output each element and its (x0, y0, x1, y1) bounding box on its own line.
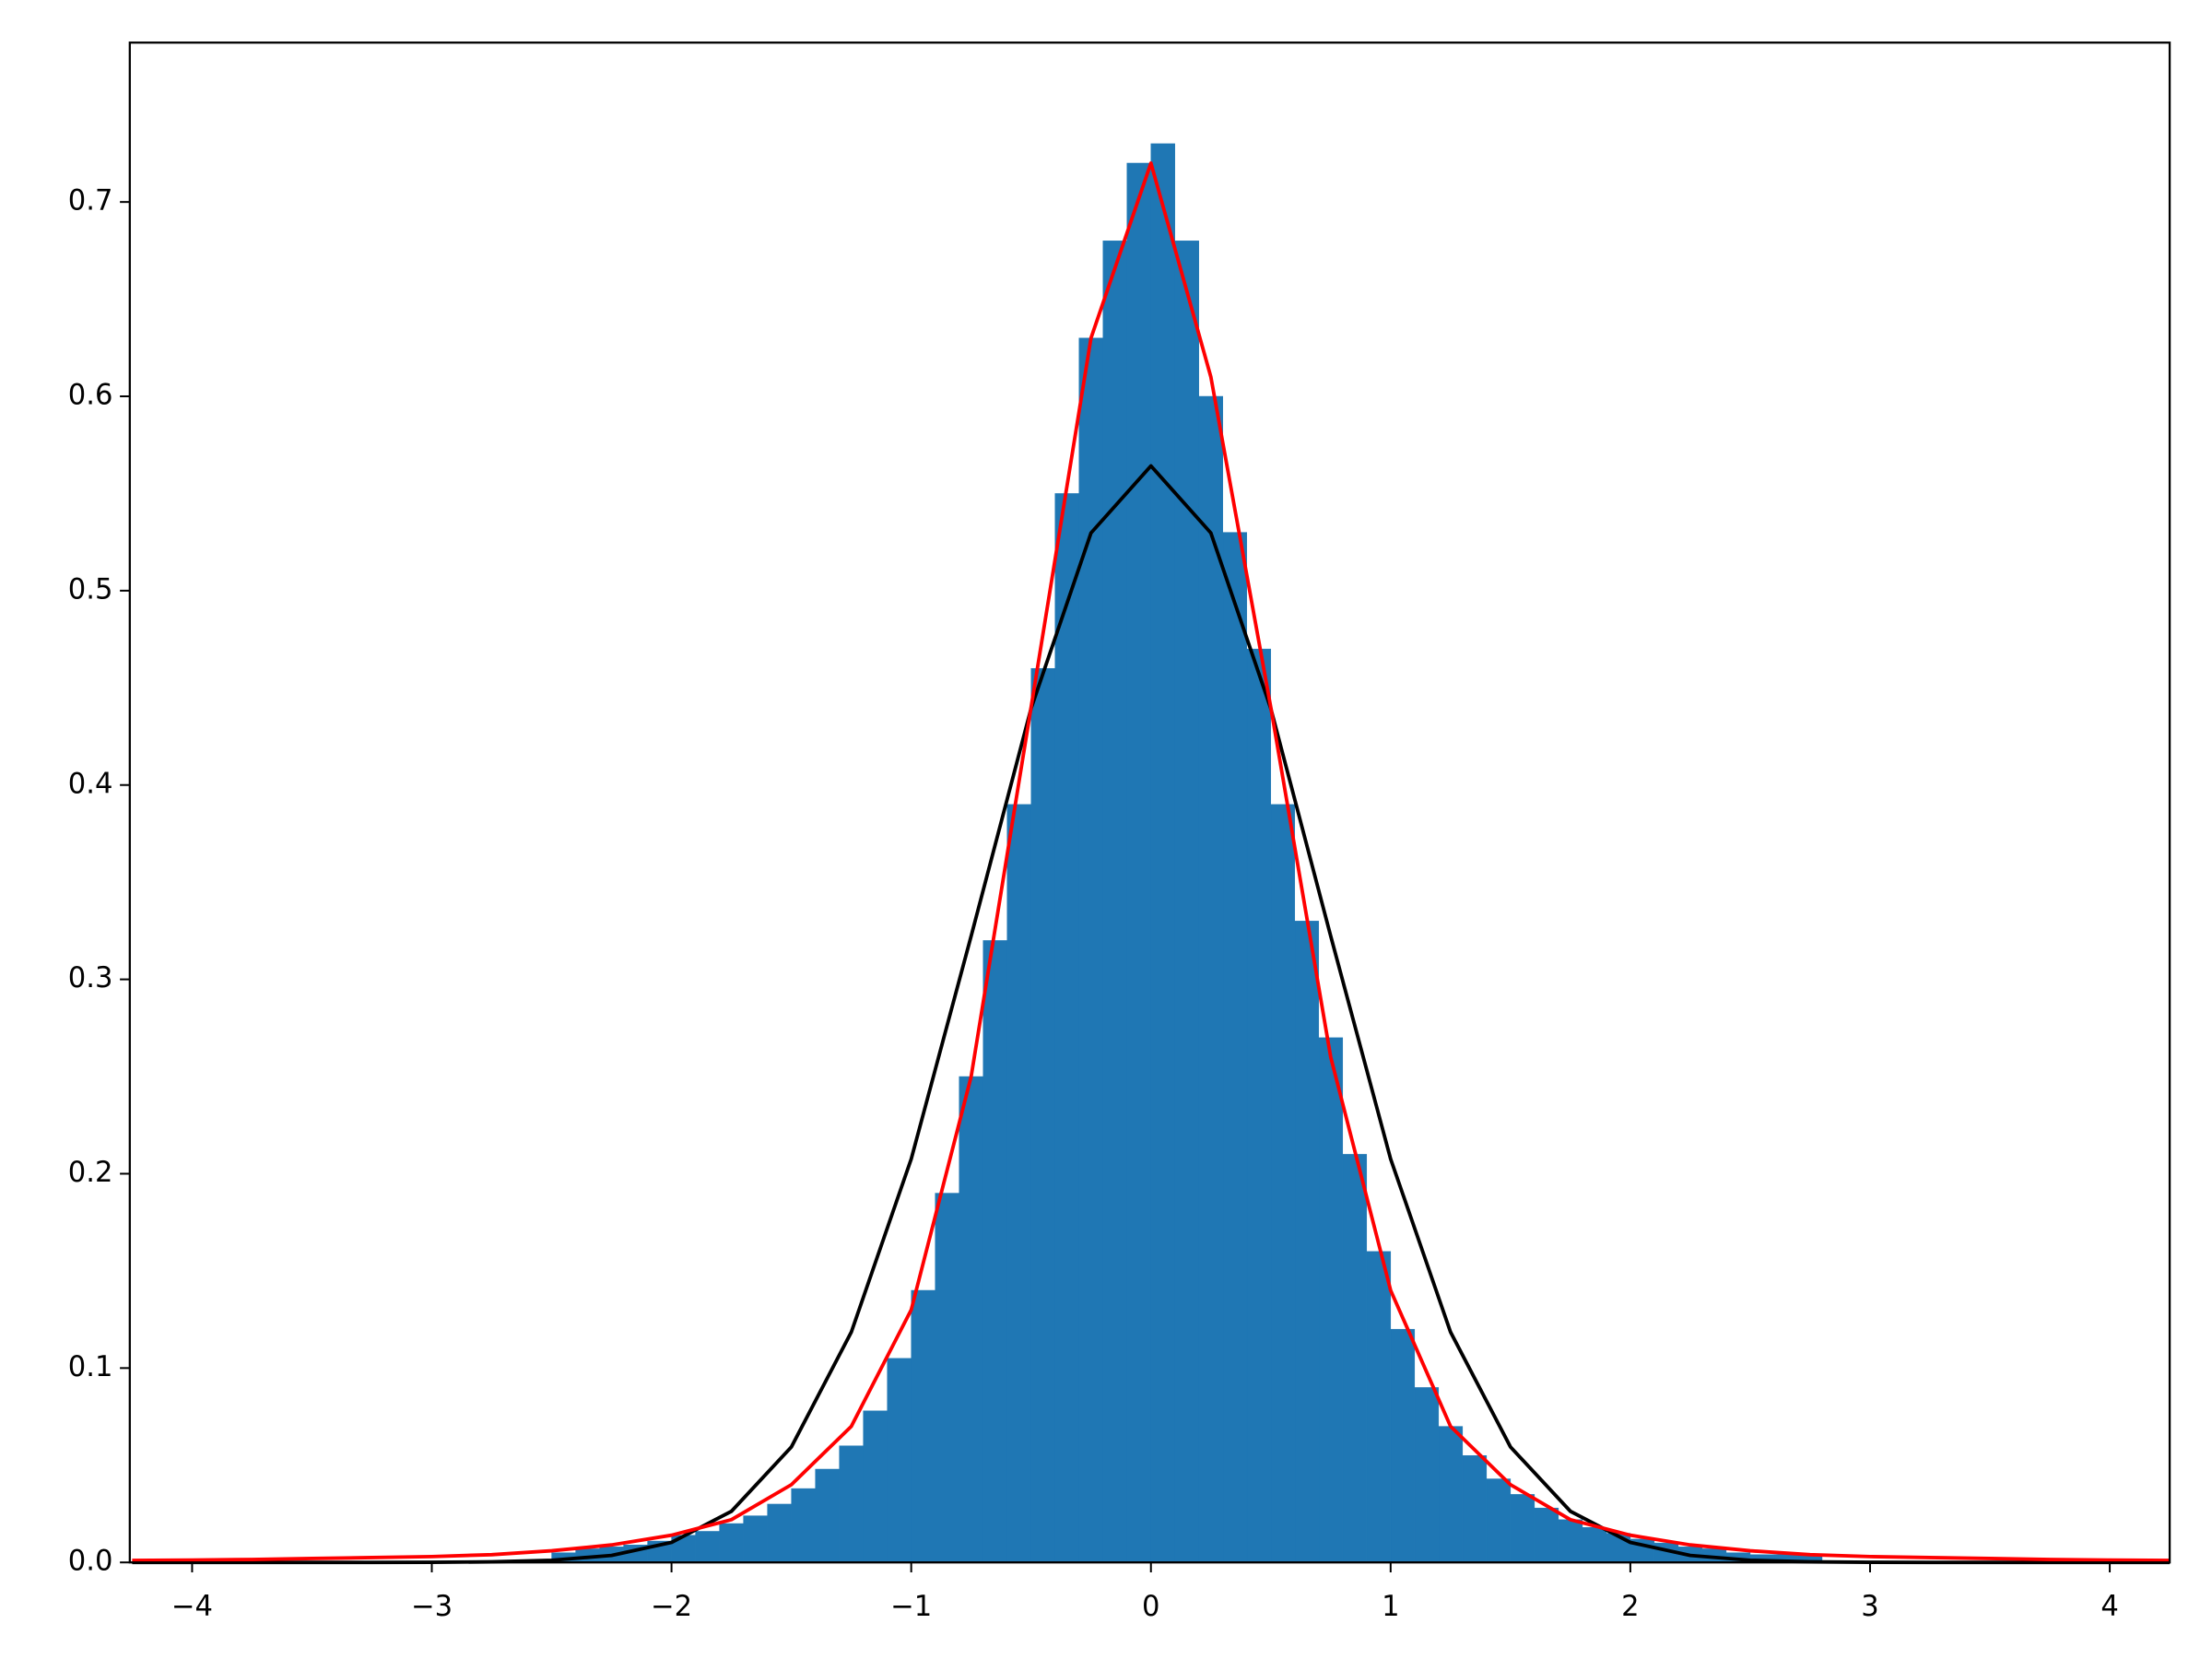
histogram-bar (1558, 1519, 1583, 1563)
y-tick-label: 0.2 (68, 1156, 113, 1189)
histogram-bar (1510, 1494, 1535, 1563)
histogram-bar (743, 1515, 768, 1563)
histogram-bar (1030, 667, 1055, 1563)
histogram-bar (982, 940, 1007, 1563)
histogram-bar (935, 1193, 959, 1563)
histogram-bar (1054, 493, 1079, 1563)
x-tick-label: 2 (1621, 1590, 1639, 1623)
histogram-bar (1150, 143, 1175, 1563)
histogram-bar (959, 1076, 983, 1563)
histogram-bar (1486, 1478, 1512, 1563)
histogram-bar (1006, 804, 1031, 1563)
y-tick-label: 0.4 (68, 767, 113, 800)
x-tick-label: −4 (171, 1590, 213, 1623)
histogram-bar (1102, 241, 1127, 1563)
x-tick-label: 0 (1142, 1590, 1159, 1623)
histogram-bar (1270, 804, 1296, 1563)
histogram-bar (1342, 1154, 1368, 1563)
histogram-bar (1174, 241, 1199, 1563)
y-tick-label: 0.5 (68, 572, 113, 606)
histogram-bar (1438, 1426, 1464, 1563)
histogram-bar (887, 1358, 912, 1563)
histogram-bar (1294, 921, 1320, 1563)
histogram-bar (839, 1445, 864, 1563)
histogram-bar (1366, 1251, 1392, 1563)
histogram-bar (1078, 337, 1103, 1563)
x-tick-label: −3 (411, 1590, 453, 1623)
histogram-bar (911, 1289, 935, 1563)
histogram-bar (1126, 162, 1151, 1563)
histogram-bar (815, 1468, 840, 1563)
histogram-bar (1414, 1387, 1440, 1563)
y-tick-label: 0.6 (68, 378, 113, 411)
histogram-bar (695, 1531, 720, 1563)
histogram-bar (1198, 395, 1224, 1563)
histogram-bar (1582, 1527, 1607, 1563)
histogram-bar (1318, 1037, 1344, 1563)
curve (132, 161, 2171, 1563)
histogram-bar (767, 1503, 792, 1563)
histogram-bar (719, 1523, 744, 1563)
y-tick-label: 0.3 (68, 961, 113, 994)
x-tick-label: −2 (651, 1590, 692, 1623)
y-tick-label: 0.7 (68, 184, 113, 218)
y-tick-label: 0.1 (68, 1350, 113, 1383)
x-tick-label: 3 (1861, 1590, 1878, 1623)
histogram-bar (1390, 1328, 1416, 1563)
x-tick-label: 4 (2100, 1590, 2118, 1623)
x-tick-label: −1 (890, 1590, 932, 1623)
y-tick-label: 0.0 (68, 1545, 113, 1578)
axes-frame (128, 41, 2171, 1564)
histogram-bar (863, 1410, 888, 1563)
histogram-bar (1462, 1454, 1488, 1563)
histogram-bar (1246, 648, 1272, 1563)
histogram-bar (1222, 532, 1248, 1563)
histogram-bar (1534, 1507, 1559, 1563)
histogram-bar (791, 1488, 816, 1563)
x-tick-label: 1 (1382, 1590, 1399, 1623)
